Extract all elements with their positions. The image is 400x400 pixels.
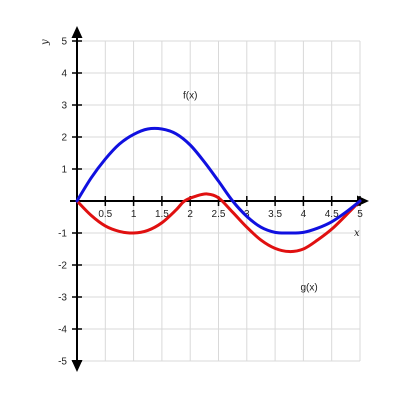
x-tick-label: 2	[187, 209, 193, 220]
x-tick-label: 3	[244, 209, 250, 220]
y-tick-label: 2	[61, 133, 67, 144]
x-tick-label: 4	[301, 209, 307, 220]
series-line-gx	[75, 192, 362, 254]
x-tick-label: 0.5	[98, 209, 112, 220]
curves	[75, 126, 362, 254]
y-axis-arrow-down	[71, 360, 83, 372]
x-tick-label: 2.5	[212, 209, 226, 220]
x-tick-label: 4.5	[325, 209, 339, 220]
annotations: f(x) g(x)	[183, 91, 318, 294]
curve-annotation: f(x)	[183, 91, 197, 102]
y-tick-label: -5	[58, 357, 67, 368]
y-tick-label: -4	[58, 325, 67, 336]
x-tick-label: 3.5	[268, 209, 282, 220]
y-tick-label: -1	[58, 229, 67, 240]
y-tick-label: 3	[61, 101, 67, 112]
series-line-fx	[75, 126, 362, 235]
y-tick-label: 1	[61, 165, 67, 176]
ticks: 0.5 1 1.5 2 2.5 3 3.5 4 4.5 5 5 4 3 2 1 -1 -2 -3 -4 -5	[58, 37, 363, 368]
curve-annotation: g(x)	[300, 283, 317, 294]
y-tick-label: 4	[61, 69, 67, 80]
x-axis-label: x	[354, 228, 360, 239]
x-tick-label: 1	[131, 209, 137, 220]
y-axis-label: y	[40, 39, 51, 46]
x-tick-label: 1.5	[155, 209, 169, 220]
y-axis-arrow-up	[71, 26, 83, 38]
y-tick-label: 5	[61, 37, 67, 48]
y-tick-label: -2	[58, 261, 67, 272]
x-tick-label: 5	[357, 209, 363, 220]
y-tick-label: -3	[58, 293, 67, 304]
